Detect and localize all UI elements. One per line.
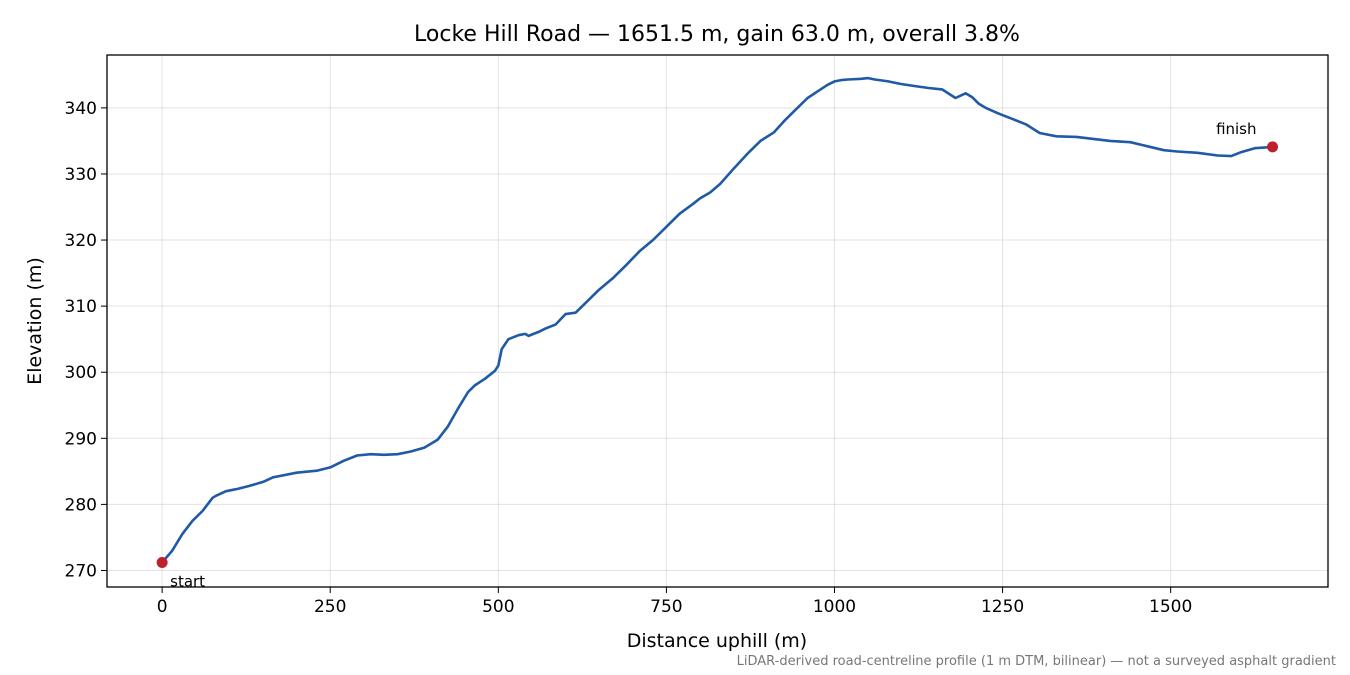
y-tick-label: 300 xyxy=(65,363,97,383)
y-tick-label: 320 xyxy=(65,231,97,251)
y-tick-label: 270 xyxy=(65,561,97,581)
grid-lines xyxy=(107,55,1328,587)
footnote: LiDAR-derived road-centreline profile (1… xyxy=(737,654,1336,669)
start-marker xyxy=(156,557,168,569)
chart-title: Locke Hill Road — 1651.5 m, gain 63.0 m,… xyxy=(414,22,1020,47)
x-tick-label: 500 xyxy=(482,597,514,617)
start-label: start xyxy=(170,573,205,591)
y-tick-label: 280 xyxy=(65,495,97,515)
x-tick-label: 750 xyxy=(650,597,682,617)
y-tick-label: 330 xyxy=(65,165,97,185)
x-tick-label: 1500 xyxy=(1149,597,1192,617)
finish-marker xyxy=(1267,141,1279,153)
x-tick-label: 1250 xyxy=(981,597,1024,617)
finish-label: finish xyxy=(1216,120,1256,138)
x-tick-label: 250 xyxy=(314,597,346,617)
x-tick-label: 0 xyxy=(157,597,168,617)
x-tick-label: 1000 xyxy=(813,597,856,617)
y-axis-label: Elevation (m) xyxy=(24,257,46,385)
y-tick-label: 340 xyxy=(65,99,97,119)
axis-ticks: 0 250 500 750 1000 1250 1500 270 280 290 300 310 320… xyxy=(65,99,1193,617)
plot-frame xyxy=(106,54,1329,588)
y-tick-label: 310 xyxy=(65,297,97,317)
elevation-line xyxy=(160,76,1274,564)
y-tick-label: 290 xyxy=(65,429,97,449)
plot-area: start finish xyxy=(156,76,1279,591)
x-axis-label: Distance uphill (m) xyxy=(627,630,807,652)
